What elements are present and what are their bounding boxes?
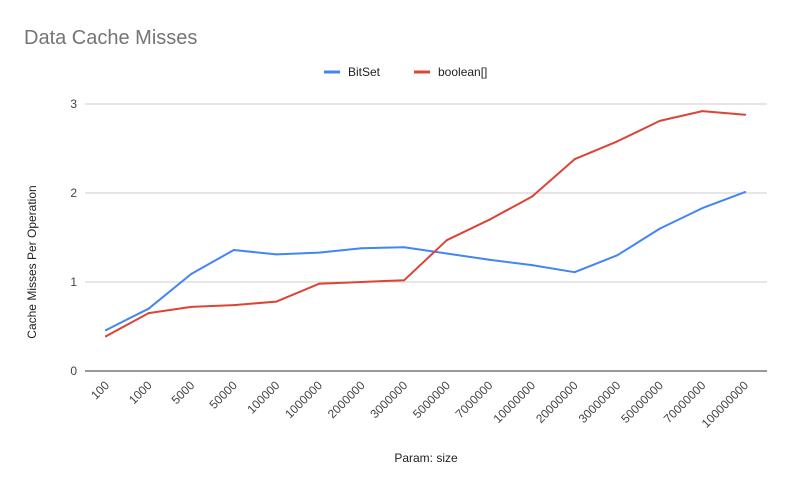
x-axis-label: Param: size: [394, 451, 458, 465]
x-tick-label: 1000: [126, 378, 155, 407]
chart-title: Data Cache Misses: [24, 27, 197, 49]
data-point: [573, 158, 576, 161]
x-tick-label: 100000: [244, 378, 282, 416]
series-line-0: [105, 191, 746, 332]
x-tick-label: 10000000: [490, 378, 538, 426]
data-point: [403, 246, 406, 249]
x-tick-label: 2000000: [325, 378, 368, 421]
data-point: [488, 258, 491, 261]
data-point: [275, 300, 278, 303]
y-axis-ticks: 0 1 2 3: [70, 97, 77, 378]
data-point: [701, 207, 704, 210]
data-point: [318, 251, 320, 254]
data-point: [445, 252, 448, 255]
x-tick-label: 30000000: [576, 378, 624, 426]
data-point: [701, 110, 704, 113]
data-point: [232, 304, 235, 307]
y-tick-label: 2: [70, 186, 77, 200]
data-point: [147, 307, 150, 310]
data-point: [531, 195, 533, 198]
data-point: [105, 335, 107, 338]
data-point: [190, 272, 193, 275]
data-point: [616, 254, 619, 257]
data-point: [190, 305, 193, 308]
y-tick-label: 1: [70, 275, 77, 289]
series-line-1: [105, 110, 746, 338]
data-point: [403, 279, 406, 282]
x-tick-label: 50000000: [618, 378, 666, 426]
data-point: [147, 312, 150, 315]
y-tick-label: 3: [70, 97, 77, 111]
data-point: [531, 264, 533, 267]
data-point: [232, 248, 235, 251]
legend-label: boolean[]: [438, 65, 487, 79]
x-tick-label: 3000000: [367, 378, 410, 421]
data-point: [658, 119, 661, 122]
data-point: [318, 282, 320, 285]
x-axis-ticks: 100 1000 5000 50000 100000 1000000 2000000 3000…: [88, 378, 751, 431]
data-point: [488, 218, 491, 221]
x-tick-label: 7000000: [453, 378, 496, 421]
data-point: [105, 329, 107, 332]
x-tick-label: 20000000: [533, 378, 581, 426]
data-point: [573, 271, 576, 274]
data-point: [744, 191, 746, 194]
y-axis-label: Cache Misses Per Operation: [25, 185, 39, 338]
data-point: [616, 140, 619, 143]
x-tick-label: 100000000: [699, 378, 752, 431]
y-tick-label: 0: [70, 364, 77, 378]
legend: BitSet boolean[]: [324, 65, 487, 79]
x-tick-label: 5000: [169, 378, 198, 407]
x-tick-label: 5000000: [410, 378, 453, 421]
gridlines: [85, 103, 767, 372]
data-point: [658, 227, 661, 230]
data-point: [360, 247, 363, 250]
x-tick-label: 100: [88, 378, 112, 402]
data-point: [275, 253, 278, 256]
series-lines: [105, 110, 746, 338]
x-tick-label: 1000000: [282, 378, 325, 421]
data-point: [744, 113, 746, 116]
x-tick-label: 50000: [206, 378, 240, 412]
data-point: [360, 281, 363, 283]
data-point: [445, 239, 448, 242]
legend-label: BitSet: [348, 65, 381, 79]
